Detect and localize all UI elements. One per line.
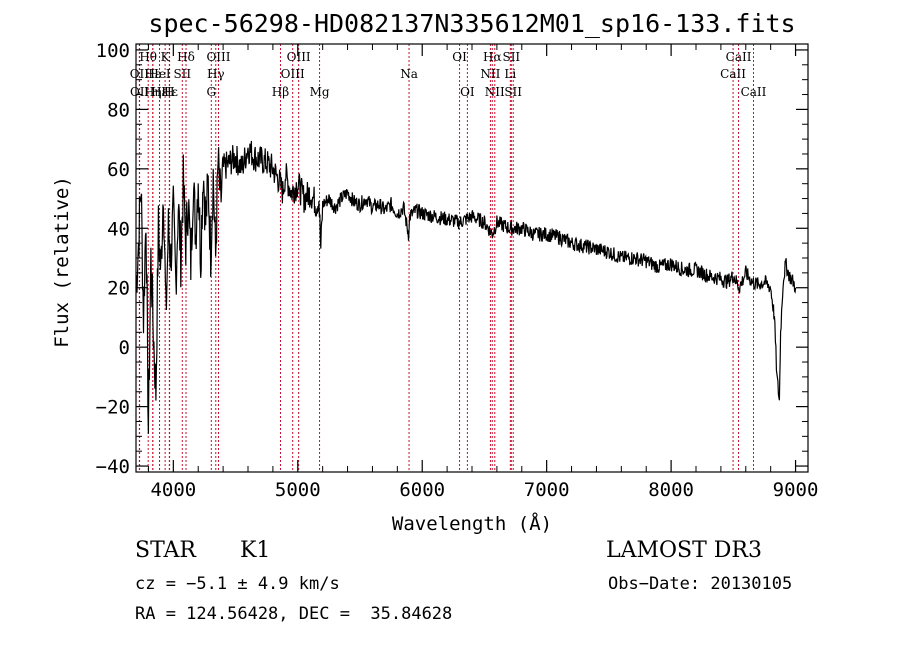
y-tick-label: 40 <box>107 218 130 240</box>
line-label: OII <box>130 85 150 99</box>
y-tick-label: 20 <box>107 278 130 300</box>
line-label: Mg <box>310 85 330 99</box>
line-label: H <box>164 85 174 99</box>
x-tick-label: 5000 <box>275 479 321 501</box>
line-label: Hβ <box>272 85 289 99</box>
line-label: HeI <box>148 67 171 81</box>
axis-ticks: 4000 5000 6000 7000 8000 9000 −40 −20 0 20 40 60 80 1… <box>96 40 819 501</box>
x-axis-label: Wavelength (Å) <box>392 512 552 535</box>
line-markers <box>138 44 754 472</box>
plot-frame <box>135 43 809 473</box>
line-label: NII <box>480 67 500 81</box>
flux-series-line <box>135 140 797 434</box>
line-label: OIII <box>281 67 305 81</box>
x-tick-label: 7000 <box>524 479 570 501</box>
line-label: SII <box>173 67 191 81</box>
line-label: SII <box>504 85 522 99</box>
spectrum-chart: spec-56298-HD082137N335612M01_sp16-133.f… <box>51 9 819 535</box>
x-tick-label: 9000 <box>773 479 819 501</box>
line-label: OIII <box>206 50 230 64</box>
y-tick-label: 80 <box>107 99 130 121</box>
line-label: OIII <box>287 50 311 64</box>
line-label: G <box>206 85 216 99</box>
x-tick-label: 6000 <box>399 479 445 501</box>
line-label: Hε <box>161 85 178 99</box>
coordinates: RA = 124.56428, DEC = 35.84628 <box>135 604 453 624</box>
chart-title: spec-56298-HD082137N335612M01_sp16-133.f… <box>148 9 795 38</box>
line-label: CaII <box>741 85 767 99</box>
x-tick-label: 8000 <box>648 479 694 501</box>
line-label: Hδ <box>177 50 195 64</box>
y-tick-label: 0 <box>119 337 130 359</box>
line-label: Na <box>400 67 418 81</box>
line-label: Li <box>504 67 516 81</box>
redshift-cz: cz = −5.1 ± 4.9 km/s <box>135 574 340 594</box>
y-tick-label: 60 <box>107 159 130 181</box>
line-label: K <box>161 50 171 64</box>
line-label: Hγ <box>207 67 225 81</box>
line-label: Hη <box>144 85 162 99</box>
object-subclass: K1 <box>240 538 271 563</box>
line-label: Hε <box>144 67 161 81</box>
survey-name: LAMOST DR3 <box>606 538 762 563</box>
line-label: Hε <box>151 85 168 99</box>
y-axis-label: Flux (relative) <box>51 176 73 348</box>
line-label: OI <box>452 50 467 64</box>
y-tick-label: −20 <box>96 397 130 419</box>
line-label: NII <box>485 85 505 99</box>
line-label: CaII <box>720 67 746 81</box>
line-label: CaII <box>726 50 752 64</box>
line-label: OII <box>130 67 150 81</box>
obs-date: Obs−Date: 20130105 <box>608 574 793 594</box>
x-tick-label: 4000 <box>150 479 196 501</box>
y-tick-label: 100 <box>96 40 130 62</box>
line-label: SII <box>502 50 520 64</box>
line-label: Hθ <box>139 50 157 64</box>
y-tick-label: −40 <box>96 456 130 478</box>
line-label: OI <box>460 85 475 99</box>
line-label: Hα <box>483 50 502 64</box>
object-class: STAR <box>135 538 196 563</box>
